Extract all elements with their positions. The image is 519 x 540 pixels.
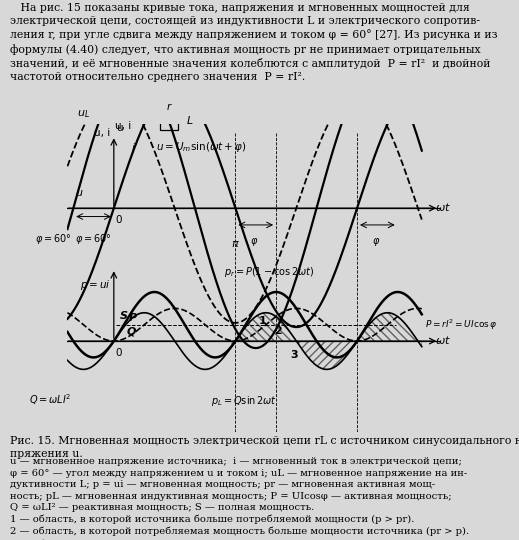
Text: $u = U_m\sin(\omega t+\varphi)$: $u = U_m\sin(\omega t+\varphi)$ <box>156 140 247 153</box>
Text: $p = ui$: $p = ui$ <box>80 278 111 292</box>
Text: u — мгновенное напряжение источника;  i — мгновенный ток в электрической цепи;
φ: u — мгновенное напряжение источника; i —… <box>10 457 470 540</box>
Text: На рис. 15 показаны кривые тока, напряжения и мгновенных мощностей для
электриче: На рис. 15 показаны кривые тока, напряже… <box>10 3 498 83</box>
Text: $\varphi=60°$: $\varphi=60°$ <box>35 232 71 246</box>
Text: 2: 2 <box>275 326 282 336</box>
Text: u: u <box>116 123 123 133</box>
Text: 1: 1 <box>259 316 267 326</box>
Text: $p_r = P(1-\cos 2\omega t)$: $p_r = P(1-\cos 2\omega t)$ <box>224 265 314 279</box>
Text: $\varphi$: $\varphi$ <box>250 236 258 248</box>
Text: u, i: u, i <box>94 127 110 138</box>
Text: P: P <box>128 313 136 322</box>
Text: S: S <box>119 310 128 321</box>
Text: $Q = \omega LI^2$: $Q = \omega LI^2$ <box>29 392 71 407</box>
FancyBboxPatch shape <box>160 113 178 130</box>
Text: $P = rI^2 = UI\cos\varphi$: $P = rI^2 = UI\cos\varphi$ <box>425 318 497 332</box>
Text: u: u <box>75 187 82 198</box>
Text: Рис. 15. Мгновенная мощность электрической цепи rL с источником синусоидального : Рис. 15. Мгновенная мощность электрическ… <box>10 436 519 458</box>
Text: $\varphi$: $\varphi$ <box>372 236 380 248</box>
Text: $\omega t$: $\omega t$ <box>435 201 452 213</box>
Text: u, i: u, i <box>115 121 131 131</box>
Text: $\pi$: $\pi$ <box>231 239 240 249</box>
Text: i: i <box>131 143 134 153</box>
Text: 0: 0 <box>115 348 122 358</box>
Text: 3: 3 <box>290 350 298 360</box>
Text: L: L <box>187 117 193 126</box>
Text: r: r <box>167 102 171 112</box>
Text: $u_L$: $u_L$ <box>77 107 90 119</box>
Text: $\omega t$: $\omega t$ <box>435 334 452 346</box>
Text: $p_L = Q\sin 2\omega t$: $p_L = Q\sin 2\omega t$ <box>211 394 277 408</box>
Text: $\varphi=60°$: $\varphi=60°$ <box>75 232 112 246</box>
Text: 0: 0 <box>115 215 122 225</box>
Text: Q: Q <box>127 326 136 336</box>
